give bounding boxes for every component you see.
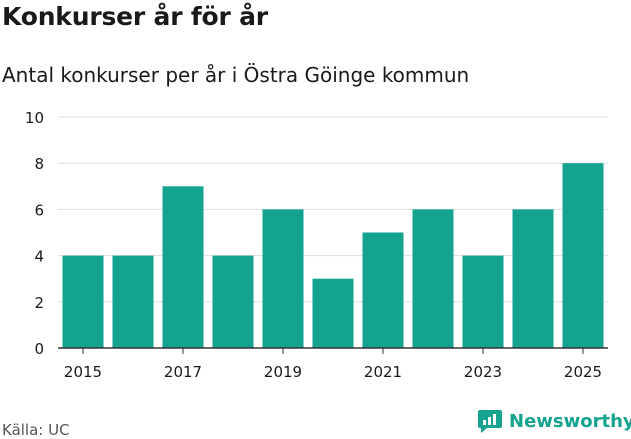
y-tick-label: 0 xyxy=(34,340,44,358)
y-tick-label: 10 xyxy=(25,109,44,127)
bar-2017[interactable] xyxy=(162,186,204,348)
bar-2022[interactable] xyxy=(412,209,454,348)
bar-2016[interactable] xyxy=(112,255,154,348)
brand-name: Newsworthy xyxy=(509,410,631,432)
brand-logo[interactable]: Newsworthy xyxy=(477,408,631,434)
bar-2018[interactable] xyxy=(212,255,254,348)
bar-2019[interactable] xyxy=(262,209,304,348)
x-tick-label: 2021 xyxy=(364,363,402,381)
bar-chart: 0 2 4 6 8 10 2015 2017 2019 2021 2023 2025 xyxy=(25,109,608,381)
y-tick-label: 6 xyxy=(34,201,44,219)
x-axis-ticks: 2015 2017 2019 2021 2023 2025 xyxy=(64,348,602,381)
x-tick-label: 2019 xyxy=(264,363,302,381)
chart-title: Konkurser år för år xyxy=(2,2,268,31)
x-tick-label: 2017 xyxy=(164,363,202,381)
chart-subtitle: Antal konkurser per år i Östra Göinge ko… xyxy=(2,63,470,87)
bars xyxy=(62,163,604,349)
bar-2025[interactable] xyxy=(562,163,604,348)
y-tick-label: 4 xyxy=(34,248,44,266)
bar-2024[interactable] xyxy=(512,209,554,348)
x-tick-label: 2025 xyxy=(564,363,602,381)
y-tick-label: 8 xyxy=(34,155,44,173)
x-tick-label: 2023 xyxy=(464,363,502,381)
newsworthy-logo-icon xyxy=(478,410,502,433)
bar-2023[interactable] xyxy=(462,255,504,348)
y-axis-ticks: 0 2 4 6 8 10 xyxy=(25,109,44,358)
bar-2015[interactable] xyxy=(62,255,104,348)
x-tick-label: 2015 xyxy=(64,363,102,381)
source-note: Källa: UC xyxy=(2,421,70,439)
y-tick-label: 2 xyxy=(34,294,44,312)
bar-2021[interactable] xyxy=(362,232,404,349)
bar-2020[interactable] xyxy=(312,278,354,348)
